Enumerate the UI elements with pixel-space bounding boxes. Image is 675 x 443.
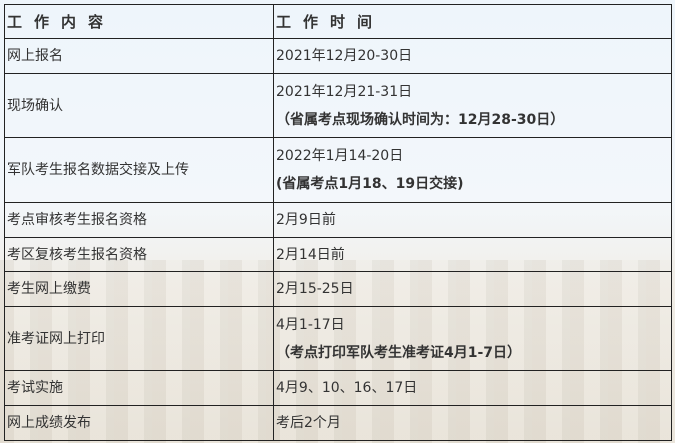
time-cell: 4月1-17日 （考点打印军队考生准考证4月1-7日）: [273, 306, 672, 371]
time-cell: 2月14日前: [273, 237, 672, 272]
time-note: (省属考点1月18、19日交接): [276, 176, 464, 192]
time-cell: 考后2个月: [273, 405, 672, 441]
table-row: 考区复核考生报名资格 2月14日前: [4, 237, 672, 272]
time-text: 2021年12月21-31日: [276, 83, 413, 100]
task-cell: 网上报名: [4, 38, 274, 74]
task-cell: 准考证网上打印: [4, 306, 274, 371]
time-text: 2022年1月14-20日: [276, 148, 404, 164]
header-work-content: 工作内容: [4, 4, 274, 39]
time-cell: 2021年12月20-30日: [273, 38, 672, 74]
time-cell: 2月9日前: [273, 202, 672, 238]
time-cell: 4月9、10、16、17日: [273, 370, 672, 406]
table-row: 现场确认 2021年12月21-31日 （省属考点现场确认时间为：12月28-30…: [4, 73, 672, 138]
table-header: 工作内容 工作时间: [4, 4, 672, 39]
table-row: 网上报名 2021年12月20-30日: [4, 38, 672, 74]
table-row: 准考证网上打印 4月1-17日 （考点打印军队考生准考证4月1-7日）: [4, 306, 672, 371]
table-row: 考生网上缴费 2月15-25日: [4, 271, 672, 307]
task-cell: 网上成绩发布: [4, 405, 274, 441]
task-cell: 考点审核考生报名资格: [4, 202, 274, 238]
table-row: 考试实施 4月9、10、16、17日: [4, 370, 672, 406]
task-cell: 考区复核考生报名资格: [4, 237, 274, 272]
task-cell: 现场确认: [4, 73, 274, 138]
table-row: 考点审核考生报名资格 2月9日前: [4, 202, 672, 238]
time-note: （省属考点现场确认时间为：12月28-30日）: [276, 111, 565, 128]
table-row: 军队考生报名数据交接及上传 2022年1月14-20日 (省属考点1月18、19日…: [4, 137, 672, 203]
task-cell: 考试实施: [4, 370, 274, 406]
time-note: （考点打印军队考生准考证4月1-7日）: [276, 344, 522, 361]
task-cell: 军队考生报名数据交接及上传: [4, 137, 274, 203]
task-cell: 考生网上缴费: [4, 271, 274, 307]
time-cell: 2022年1月14-20日 (省属考点1月18、19日交接): [273, 137, 672, 203]
header-work-time: 工作时间: [273, 4, 672, 39]
time-text: 4月1-17日: [276, 316, 345, 333]
schedule-table: 工作内容 工作时间 网上报名 2021年12月20-30日 现场确认 2021年…: [4, 4, 672, 441]
time-cell: 2021年12月21-31日 （省属考点现场确认时间为：12月28-30日）: [273, 73, 672, 138]
time-cell: 2月15-25日: [273, 271, 672, 307]
table-row: 网上成绩发布 考后2个月: [4, 405, 672, 441]
